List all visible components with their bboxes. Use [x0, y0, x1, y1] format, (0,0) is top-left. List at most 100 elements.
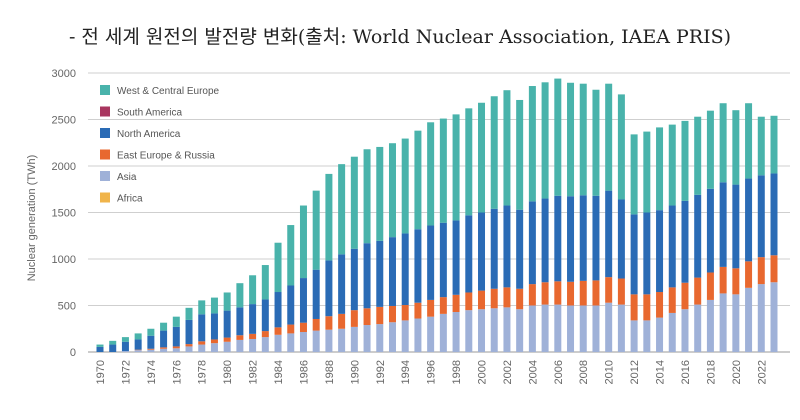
- legend: West & Central Europe South America North …: [100, 85, 220, 205]
- bar-segment: [465, 108, 473, 216]
- x-tick-label: 2002: [502, 360, 514, 384]
- legend-swatch: [100, 149, 110, 160]
- bar-segment: [732, 184, 740, 269]
- bar-segment: [554, 195, 562, 282]
- x-tick-label: 2012: [629, 360, 641, 384]
- bar-segment: [465, 310, 473, 352]
- bar-segment: [605, 83, 613, 191]
- legend-label: West & Central Europe: [117, 86, 220, 97]
- bar-segment: [287, 333, 295, 352]
- bar-segment: [210, 313, 218, 340]
- bar-segment: [121, 341, 129, 352]
- bar-segment: [223, 292, 231, 311]
- bar-segment: [656, 317, 664, 352]
- bar-segment: [363, 243, 371, 309]
- bar-segment: [592, 195, 600, 281]
- bar-segment: [376, 324, 384, 352]
- bar-segment: [617, 94, 625, 200]
- bar-segment: [719, 266, 727, 294]
- bar-segment: [706, 110, 714, 189]
- bar-segment: [503, 287, 511, 308]
- bar-segment: [363, 325, 371, 352]
- bar-segment: [363, 308, 371, 326]
- y-tick-labels: 0 500 1000 1500 2000 2500 3000: [52, 68, 76, 359]
- bar-segment: [249, 338, 257, 352]
- bar-segment: [452, 114, 460, 221]
- x-tick-label: 2022: [756, 360, 768, 384]
- bar-segment: [439, 313, 447, 352]
- bar-segment: [516, 209, 524, 289]
- bar-segment: [656, 292, 664, 318]
- bar-segment: [414, 318, 422, 352]
- bar-segment: [287, 225, 295, 286]
- bar-segment: [198, 314, 206, 342]
- bar-segment: [96, 344, 104, 347]
- bar-segment: [630, 294, 638, 321]
- bar-segment: [198, 344, 206, 352]
- bar-segment: [668, 205, 676, 288]
- bar-segment: [236, 283, 244, 308]
- bar-segment: [96, 346, 104, 352]
- bar-segment: [478, 309, 486, 352]
- bar-segment: [401, 233, 409, 306]
- bar-segment: [185, 344, 193, 347]
- bar-segment: [681, 200, 689, 283]
- bar-segment: [350, 156, 358, 249]
- bar-segment: [210, 343, 218, 352]
- bar-segment: [706, 272, 714, 300]
- legend-swatch: [100, 106, 110, 117]
- bar-segment: [147, 349, 155, 352]
- bar-segment: [147, 335, 155, 349]
- x-tick-label: 1988: [324, 360, 336, 384]
- x-tick-label: 2020: [731, 360, 743, 384]
- bar-segment: [109, 344, 117, 352]
- bar-segment: [210, 339, 218, 344]
- x-tick-label: 1982: [248, 360, 260, 384]
- bar-segment: [643, 294, 651, 321]
- x-tick-label: 1996: [426, 360, 438, 384]
- bar-segment: [757, 257, 765, 285]
- x-tick-label: 2008: [578, 360, 590, 384]
- bar-segment: [261, 337, 269, 352]
- bar-segment: [427, 299, 435, 317]
- bar-segment: [414, 302, 422, 319]
- bar-segment: [490, 96, 498, 209]
- bar-segment: [668, 124, 676, 206]
- bar-segment: [592, 280, 600, 306]
- bar-segment: [274, 327, 282, 335]
- bar-segment: [249, 275, 257, 305]
- bar-segment: [605, 190, 613, 278]
- y-tick-label: 2000: [52, 161, 76, 173]
- bar-segment: [516, 99, 524, 210]
- bar-segment: [528, 284, 536, 306]
- bar-segment: [541, 304, 549, 352]
- legend-label: Africa: [117, 194, 143, 205]
- y-tick-label: 1500: [52, 208, 76, 220]
- y-axis-label: Nuclear generation (TWh): [26, 155, 38, 282]
- bar-segment: [452, 294, 460, 313]
- bar-segment: [745, 178, 753, 262]
- bar-segment: [388, 143, 396, 238]
- bar-segment: [490, 208, 498, 289]
- bar-segment: [414, 229, 422, 303]
- bar-segment: [503, 307, 511, 352]
- bar-segment: [757, 284, 765, 352]
- x-tick-label: 2016: [680, 360, 692, 384]
- bar-segment: [719, 103, 727, 183]
- bar-segment: [770, 173, 778, 256]
- bar-segment: [490, 288, 498, 309]
- bar-segment: [160, 347, 168, 349]
- bar-segment: [414, 130, 422, 230]
- bar-segment: [694, 116, 702, 195]
- bar-segment: [617, 304, 625, 352]
- bar-segment: [312, 330, 320, 352]
- bar-segment: [465, 292, 473, 311]
- x-tick-label: 1976: [171, 360, 183, 384]
- bar-segment: [401, 138, 409, 234]
- bar-segment: [338, 328, 346, 352]
- bar-segment: [261, 331, 269, 338]
- y-tick-label: 2500: [52, 115, 76, 127]
- bar-segment: [452, 220, 460, 295]
- bar-segment: [363, 149, 371, 244]
- bar-segment: [452, 312, 460, 352]
